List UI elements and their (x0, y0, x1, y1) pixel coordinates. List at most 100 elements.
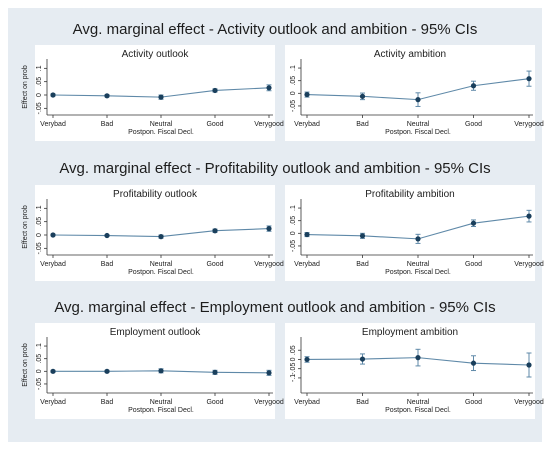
panel-title-r2p0: Employment outlook (110, 327, 202, 338)
data-point-r1p0-1 (104, 232, 110, 239)
x-axis-label-r0p0: Postpon. Fiscal Decl. (128, 129, 194, 136)
data-point-r2p0-1 (104, 368, 110, 374)
x-tick-label-r2p0-4: Verygood (254, 399, 284, 406)
data-point-r1p1-3 (470, 220, 477, 226)
x-axis-label-r2p1: Postpon. Fiscal Decl. (385, 407, 451, 414)
panel-title-r0p1: Activity ambition (374, 49, 446, 60)
data-point-r2p1-2 (415, 355, 421, 361)
y-tick-label-r0p0-2: 0 (36, 93, 43, 97)
panel-title-r0p0: Activity outlook (122, 49, 190, 60)
y-tick-label-r0p1-2: 0 (290, 91, 297, 95)
x-tick-label-r0p0-2: Neutral (150, 121, 173, 128)
x-tick-label-r1p0-1: Bad (101, 261, 114, 268)
x-tick-label-r1p1-2: Neutral (407, 261, 430, 268)
data-point-r0p1-1 (359, 93, 366, 99)
x-tick-label-r0p0-4: Verygood (254, 121, 284, 128)
x-tick-label-r1p1-3: Good (465, 261, 482, 268)
data-point-r2p1-0 (304, 356, 310, 363)
x-tick-label-r2p0-3: Good (206, 399, 223, 406)
y-tick-label-r1p0-3: -.05 (36, 242, 43, 254)
x-tick-label-r2p1-4: Verygood (514, 399, 544, 406)
y-tick-label-r2p1-2: -.05 (290, 363, 297, 375)
panel-background-r2p1 (285, 323, 535, 419)
data-point-r1p0-3 (212, 228, 218, 234)
section-title-profitability: Avg. marginal effect - Profitability out… (59, 160, 491, 177)
x-tick-label-r1p1-4: Verygood (514, 261, 544, 268)
x-tick-label-r2p0-2: Neutral (150, 399, 173, 406)
x-tick-label-r2p0-1: Bad (101, 399, 114, 406)
y-tick-label-r1p1-1: .05 (290, 216, 297, 226)
y-tick-label-r1p0-1: .05 (36, 217, 43, 227)
x-axis-label-r0p1: Postpon. Fiscal Decl. (385, 129, 451, 136)
y-tick-label-r2p1-1: 0 (290, 357, 297, 361)
x-tick-label-r0p1-1: Bad (356, 121, 369, 128)
x-axis-label-r2p0: Postpon. Fiscal Decl. (128, 407, 194, 414)
y-tick-label-r0p0-3: -.05 (36, 102, 43, 114)
y-tick-label-r0p0-0: .1 (36, 65, 43, 71)
y-tick-label-r1p0-2: 0 (36, 233, 43, 237)
data-point-r2p0-0 (50, 368, 56, 374)
y-tick-label-r1p1-3: -.05 (290, 240, 297, 252)
panel-title-r1p0: Profitability outlook (113, 189, 198, 200)
y-tick-label-r2p0-2: 0 (36, 369, 43, 373)
x-tick-label-r1p1-1: Bad (356, 261, 369, 268)
y-tick-label-r2p1-3: -.1 (290, 374, 297, 382)
x-tick-label-r0p1-3: Good (465, 121, 482, 128)
data-point-r0p1-4 (526, 76, 532, 82)
data-point-r2p1-3 (470, 360, 477, 366)
data-point-r1p0-2 (158, 234, 164, 240)
data-point-r2p0-2 (158, 368, 164, 374)
data-point-r1p1-4 (526, 213, 532, 219)
y-axis-label-r1p0: Effect on prob (22, 205, 29, 249)
data-point-r0p0-4 (266, 85, 272, 91)
data-point-r1p0-4 (266, 226, 272, 232)
y-tick-label-r2p0-0: .1 (36, 343, 43, 349)
panel-background-r0p0 (35, 45, 275, 141)
x-tick-label-r1p1-0: Verybad (294, 261, 320, 268)
x-tick-label-r1p0-0: Verybad (40, 261, 66, 268)
y-axis-label-r0p0: Effect on prob (22, 65, 29, 109)
data-point-r1p0-0 (50, 232, 56, 238)
section-title-activity: Avg. marginal effect - Activity outlook … (72, 21, 478, 38)
panel-title-r2p1: Employment ambition (362, 327, 458, 338)
data-point-r2p1-1 (359, 356, 366, 362)
panel-background-r1p0 (35, 185, 275, 281)
data-point-r2p0-4 (266, 370, 272, 376)
panel-background-r1p1 (285, 185, 535, 281)
x-tick-label-r0p0-0: Verybad (40, 121, 66, 128)
panel-title-r1p1: Profitability ambition (365, 189, 454, 200)
data-point-r0p1-2 (415, 97, 421, 103)
data-point-r2p0-3 (212, 369, 218, 375)
x-tick-label-r2p1-1: Bad (356, 399, 369, 406)
data-point-r1p1-2 (415, 236, 421, 242)
data-point-r0p1-3 (470, 83, 477, 89)
y-tick-label-r2p0-1: .05 (36, 354, 43, 364)
x-tick-label-r1p0-3: Good (206, 261, 223, 268)
x-tick-label-r2p0-0: Verybad (40, 399, 66, 406)
x-tick-label-r2p1-2: Neutral (407, 399, 430, 406)
x-axis-label-r1p0: Postpon. Fiscal Decl. (128, 269, 194, 276)
x-tick-label-r1p0-2: Neutral (150, 261, 173, 268)
x-tick-label-r1p0-4: Verygood (254, 261, 284, 268)
section-title-employment: Avg. marginal effect - Employment outloo… (54, 299, 496, 316)
y-axis-label-r2p0: Effect on prob (22, 343, 29, 387)
x-tick-label-r0p1-0: Verybad (294, 121, 320, 128)
x-tick-label-r0p0-1: Bad (101, 121, 114, 128)
data-point-r0p0-1 (104, 93, 110, 99)
data-point-r0p0-0 (50, 92, 56, 98)
y-tick-label-r0p0-1: .05 (36, 77, 43, 87)
data-point-r0p0-3 (212, 87, 218, 94)
y-tick-label-r2p0-3: -.05 (36, 378, 43, 390)
x-tick-label-r0p1-2: Neutral (407, 121, 430, 128)
x-axis-label-r1p1: Postpon. Fiscal Decl. (385, 269, 451, 276)
data-point-r1p1-1 (359, 233, 366, 239)
y-tick-label-r1p1-2: 0 (290, 231, 297, 235)
y-tick-label-r1p1-0: .1 (290, 205, 297, 211)
data-point-r0p1-0 (304, 91, 310, 98)
data-point-r1p1-0 (304, 231, 310, 238)
y-tick-label-r0p1-0: .1 (290, 65, 297, 71)
y-tick-label-r2p1-0: .05 (290, 345, 297, 355)
panel-background-r0p1 (285, 45, 535, 141)
